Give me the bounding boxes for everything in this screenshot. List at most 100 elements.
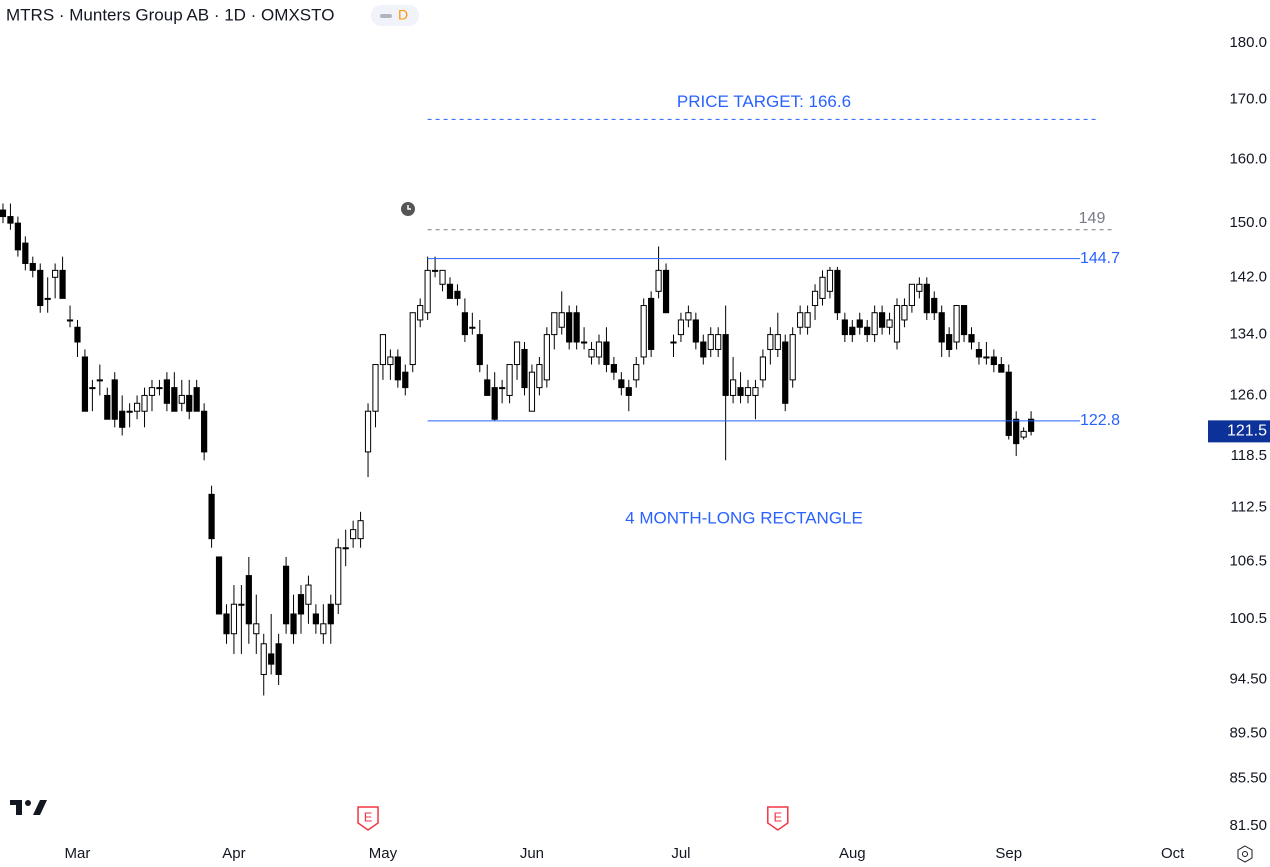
settings-icon[interactable] [1237,845,1253,863]
candle-body [133,402,141,412]
candle-body [767,334,774,350]
candle-body [946,334,953,350]
chart-title: MTRS · Munters Group AB · 1D · OMXSTO [6,5,334,24]
candle-body [253,623,260,635]
badge-label: D [398,7,408,23]
candle-body [126,410,133,413]
candle-body [573,312,580,343]
candle-body [618,379,625,389]
candle-body [543,334,550,381]
y-tick-label: 170.0 [1229,90,1267,107]
y-tick-label: 89.50 [1229,724,1267,741]
candle-body [774,334,781,350]
annotation: 4 MONTH-LONG RECTANGLE [625,508,863,527]
alarm-icon[interactable] [401,202,415,216]
candle-body [223,613,230,635]
candle-body [610,364,617,373]
y-tick-label: 134.0 [1229,326,1267,343]
candle-body [282,565,290,625]
candle-body [350,529,357,540]
candle-body [424,269,431,314]
candle-body [633,364,640,381]
candles [0,203,1035,696]
candle-body [916,283,923,292]
candle-body [491,387,498,420]
candle-body [357,520,364,540]
candle-body [983,356,990,359]
candle-body [864,326,871,336]
candle-body [409,312,416,366]
candle-body [230,603,238,635]
x-tick-label: Aug [839,845,866,862]
earnings-marker [357,806,379,831]
tv-logo[interactable] [10,800,47,815]
candle-body [551,312,558,336]
candle-body [819,276,826,299]
candle-body [238,603,245,606]
candle-body [394,356,401,381]
candle-body [648,297,655,350]
candle-body [744,387,752,396]
candle-body [871,312,878,336]
candle-body [74,326,81,343]
x-tick-label: Jun [520,845,544,862]
candle-body [89,387,96,390]
x-tick-label: Sep [995,845,1022,862]
candle-body [186,394,193,412]
candle-body [640,305,647,358]
candle-body [789,334,796,381]
candle-body [387,356,394,366]
y-tick-label: 85.50 [1229,770,1267,787]
candle-body [908,283,915,307]
annotation: PRICE TARGET: 166.6 [677,92,851,111]
candle-body [364,410,372,453]
candle-body [163,379,170,404]
candle-body [662,269,670,314]
candle-body [998,364,1005,373]
y-tick-label: 106.5 [1229,553,1267,570]
candle-body [215,556,223,615]
candle-body [320,623,327,635]
candle-body [14,222,21,251]
candle-body [402,371,409,389]
interval-badge[interactable] [371,5,419,26]
candle-body [729,379,737,396]
candle-body [685,312,692,321]
candle-body [297,594,305,615]
candle-body [603,341,610,366]
candle-body [953,305,960,343]
candle-body [52,269,59,278]
level-label: 144.7 [1080,250,1120,267]
candle-body [968,334,975,343]
candle-body [275,643,282,675]
candle-body [692,319,699,343]
y-tick-label: 150.0 [1229,214,1267,231]
candle-body [782,341,789,404]
candle-body [528,371,536,412]
candle-body [476,334,483,366]
earnings-marker [767,806,789,831]
x-tick-label: Mar [65,845,91,862]
candle-body [960,305,968,336]
candle-body [417,305,424,321]
y-tick-label: 94.50 [1229,671,1267,688]
candle-body [22,242,29,264]
candle-body [513,341,521,366]
candle-body [37,269,44,307]
candle-body [580,341,588,344]
candle-body [372,364,379,412]
candle-body [521,348,528,389]
candle-body [29,262,36,271]
price-tag-label: 121.5 [1227,423,1267,440]
candle-body [588,348,595,358]
candle-body [141,394,148,412]
candle-body [923,283,930,314]
candle-body [178,394,185,404]
candle-body [104,394,111,420]
candle-body [379,334,387,366]
candle-body [0,209,7,218]
candle-body [670,341,677,344]
candle-body [722,334,729,396]
candle-body [484,379,491,396]
